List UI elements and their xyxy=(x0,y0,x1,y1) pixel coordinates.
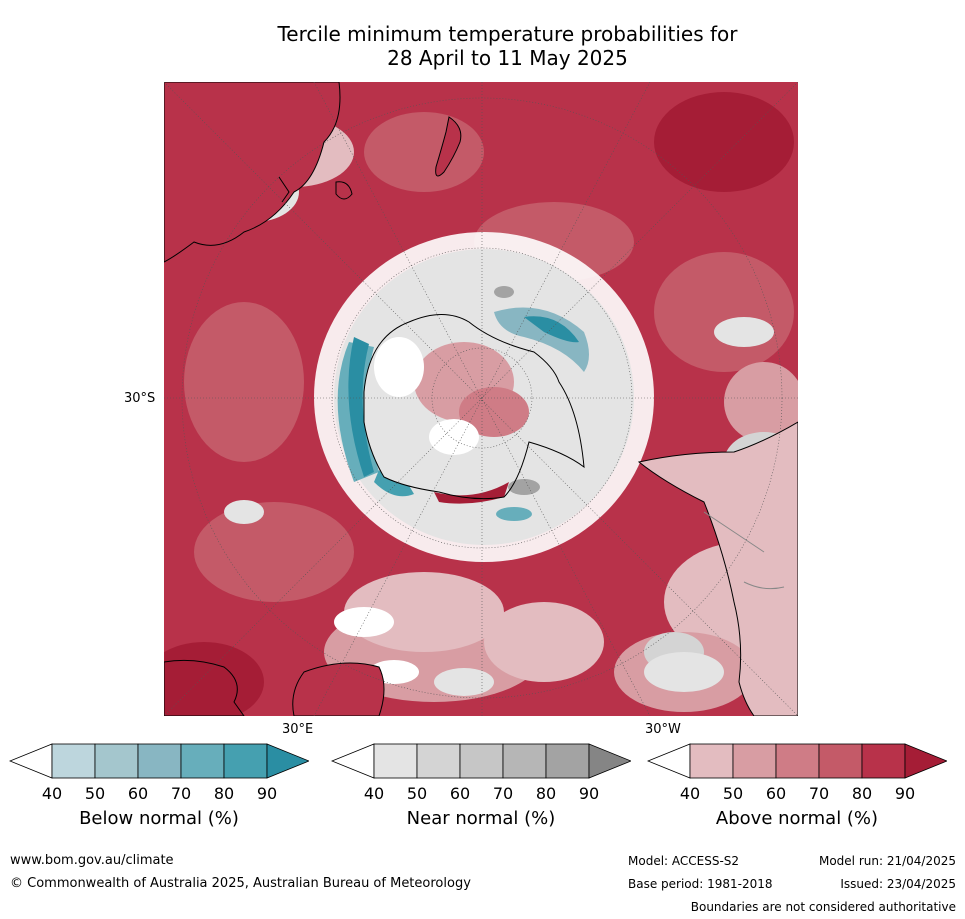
colorbar-swatch xyxy=(94,743,139,779)
colorbar-below-normal-title: Below normal (%) xyxy=(79,808,239,829)
footer-disclaimer: Boundaries are not considered authoritat… xyxy=(690,900,956,914)
colorbar-swatch xyxy=(137,743,182,779)
colorbar-upper-extension xyxy=(904,743,947,779)
madagascar-region xyxy=(292,662,385,716)
colorbar-tick-label: 50 xyxy=(84,784,106,803)
colorbar-tick-label: 80 xyxy=(213,784,235,803)
colorbar-lower-extension xyxy=(647,743,691,779)
colorbar-swatch xyxy=(51,743,96,779)
colorbar-tick-label: 60 xyxy=(765,784,787,803)
colorbar-swatch xyxy=(416,743,461,779)
lat-label-30s: 30°S xyxy=(124,391,156,406)
colorbar-above-normal-title: Above normal (%) xyxy=(715,808,879,829)
colorbar-near-normal-title: Near normal (%) xyxy=(406,808,556,829)
footer-issued: Issued: 23/04/2025 xyxy=(840,877,956,891)
lon-label-30w: 30°W xyxy=(645,722,681,737)
colorbar-tick-label: 90 xyxy=(578,784,600,803)
colorbar-lower-extension xyxy=(9,743,53,779)
colorbar-upper-extension xyxy=(588,743,631,779)
colorbar-upper-extension xyxy=(266,743,309,779)
map-canvas xyxy=(164,82,798,716)
colorbar-tick-label: 40 xyxy=(41,784,63,803)
colorbar-tick-label: 80 xyxy=(851,784,873,803)
colorbar-tick-label: 40 xyxy=(679,784,701,803)
south-america xyxy=(637,421,798,716)
new-zealand xyxy=(435,116,462,177)
footer-website[interactable]: www.bom.gov.au/climate xyxy=(10,853,174,868)
colorbar-tick-label: 60 xyxy=(449,784,471,803)
colorbar-tick-label: 80 xyxy=(535,784,557,803)
colorbar-tick-label: 70 xyxy=(492,784,514,803)
map-title: Tercile minimum temperature probabilitie… xyxy=(150,22,865,70)
colorbar-tick-label: 90 xyxy=(256,784,278,803)
antarctica-coastline xyxy=(363,314,585,500)
colorbar-above-normal-swatches xyxy=(647,743,947,779)
tasmania xyxy=(335,181,353,200)
footer-base-period: Base period: 1981-2018 xyxy=(628,877,773,891)
colorbar-tick-label: 70 xyxy=(170,784,192,803)
colorbar-lower-extension xyxy=(331,743,375,779)
footer-model: Model: ACCESS-S2 xyxy=(628,854,740,868)
probability-map xyxy=(164,82,798,716)
colorbar-swatch xyxy=(732,743,777,779)
lon-label-30e: 30°E xyxy=(282,722,314,737)
footer-model-run: Model run: 21/04/2025 xyxy=(818,854,956,868)
graticule xyxy=(164,82,798,716)
below-normal-patches xyxy=(207,152,589,521)
colorbar-swatch xyxy=(373,743,418,779)
colorbar-swatch xyxy=(459,743,504,779)
colorbar-swatch xyxy=(775,743,820,779)
colorbar-swatch xyxy=(689,743,734,779)
colorbar-tick-label: 50 xyxy=(722,784,744,803)
colorbar-swatch xyxy=(818,743,863,779)
colorbar-tick-label: 40 xyxy=(363,784,385,803)
colorbar-below-normal-swatches xyxy=(9,743,309,779)
africa xyxy=(164,659,245,716)
colorbar-tick-label: 70 xyxy=(808,784,830,803)
colorbar-tick-label: 60 xyxy=(127,784,149,803)
colorbar-swatch xyxy=(861,743,906,779)
colorbar-swatch xyxy=(502,743,547,779)
footer-copyright: © Commonwealth of Australia 2025, Austra… xyxy=(10,876,471,891)
australia-landmass xyxy=(164,82,341,263)
title-line-1: Tercile minimum temperature probabilitie… xyxy=(277,22,738,46)
title-line-2: 28 April to 11 May 2025 xyxy=(387,46,628,70)
colorbar-swatch xyxy=(223,743,268,779)
colorbar-swatch xyxy=(180,743,225,779)
colorbar-tick-label: 50 xyxy=(406,784,428,803)
colorbar-swatch xyxy=(545,743,590,779)
colorbar-near-normal-swatches xyxy=(331,743,631,779)
colorbar-tick-label: 90 xyxy=(894,784,916,803)
